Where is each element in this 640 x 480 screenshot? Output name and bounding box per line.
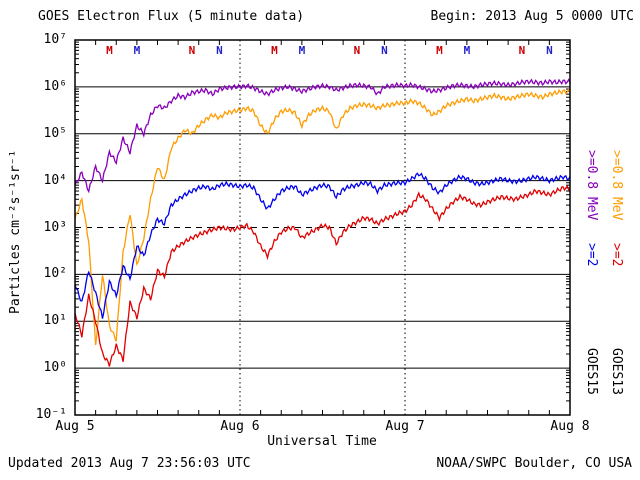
x-axis-tick-label: Aug 8	[550, 419, 590, 434]
y-axis-tick-label: 10⁰	[43, 359, 67, 375]
legend-goes13-label: GOES13	[609, 348, 624, 395]
page-title: GOES Electron Flux (5 minute data)	[38, 9, 305, 24]
y-axis-tick-label: 10³	[43, 219, 67, 235]
legend-goes13-e08-label: >=0.8 MeV	[609, 150, 624, 221]
y-axis-tick-label: 10²	[43, 266, 67, 282]
updated-timestamp: Updated 2013 Aug 7 23:56:03 UTC	[8, 456, 251, 471]
legend-goes15-e08-label: >=0.8 MeV	[584, 150, 599, 221]
satellite-marker-n: N	[546, 44, 553, 57]
satellite-marker-n: N	[216, 44, 223, 57]
credit-label: NOAA/SWPC Boulder, CO USA	[436, 456, 632, 471]
y-axis-tick-labels: 10⁷ 10⁶ 10⁵ 10⁴ 10³ 10² 10¹ 10⁰ 10⁻¹	[0, 0, 67, 480]
satellite-marker-m: M	[106, 44, 113, 57]
satellite-marker-m: M	[436, 44, 443, 57]
satellite-marker-n: N	[189, 44, 196, 57]
series-goes13-2-mev	[74, 185, 571, 367]
legend-goes15-label: GOES15	[584, 348, 599, 395]
y-axis-tick-label: 10¹	[43, 313, 67, 328]
y-axis-tick-label: 10⁵	[43, 125, 67, 141]
x-axis-tick-label: Aug 7	[385, 419, 425, 434]
satellite-marker-n: N	[381, 44, 388, 57]
legend-goes13-e2-label: >=2	[609, 243, 624, 267]
x-axis-label: Universal Time	[267, 434, 377, 449]
y-axis-tick-label: 10⁶	[43, 78, 67, 94]
begin-time-label: Begin: 2013 Aug 5 0000 UTC	[430, 9, 635, 24]
satellite-marker-m: M	[464, 44, 471, 57]
legend-goes15-e2-label: >=2	[584, 243, 599, 267]
x-axis-tick-label: Aug 6	[220, 419, 260, 434]
y-axis-tick-label: 10⁴	[43, 172, 67, 188]
plot-frame	[74, 39, 571, 416]
satellite-marker-m: M	[299, 44, 306, 57]
series-goes15-2-mev	[74, 172, 571, 319]
y-axis-tick-label: 10⁷	[43, 31, 67, 47]
x-axis-tick-labels: Aug 5 Aug 6 Aug 7 Aug 8	[0, 419, 640, 435]
satellite-marker-n: N	[519, 44, 526, 57]
satellite-marker-m: M	[271, 44, 278, 57]
x-axis-tick-label: Aug 5	[55, 419, 95, 434]
satellite-marker-m: M	[134, 44, 141, 57]
y-axis-tick-label: 10⁻¹	[35, 406, 67, 422]
series-goes13-0-8-mev	[74, 88, 571, 346]
satellite-marker-n: N	[354, 44, 361, 57]
series-goes15-0-8-mev	[74, 78, 571, 194]
